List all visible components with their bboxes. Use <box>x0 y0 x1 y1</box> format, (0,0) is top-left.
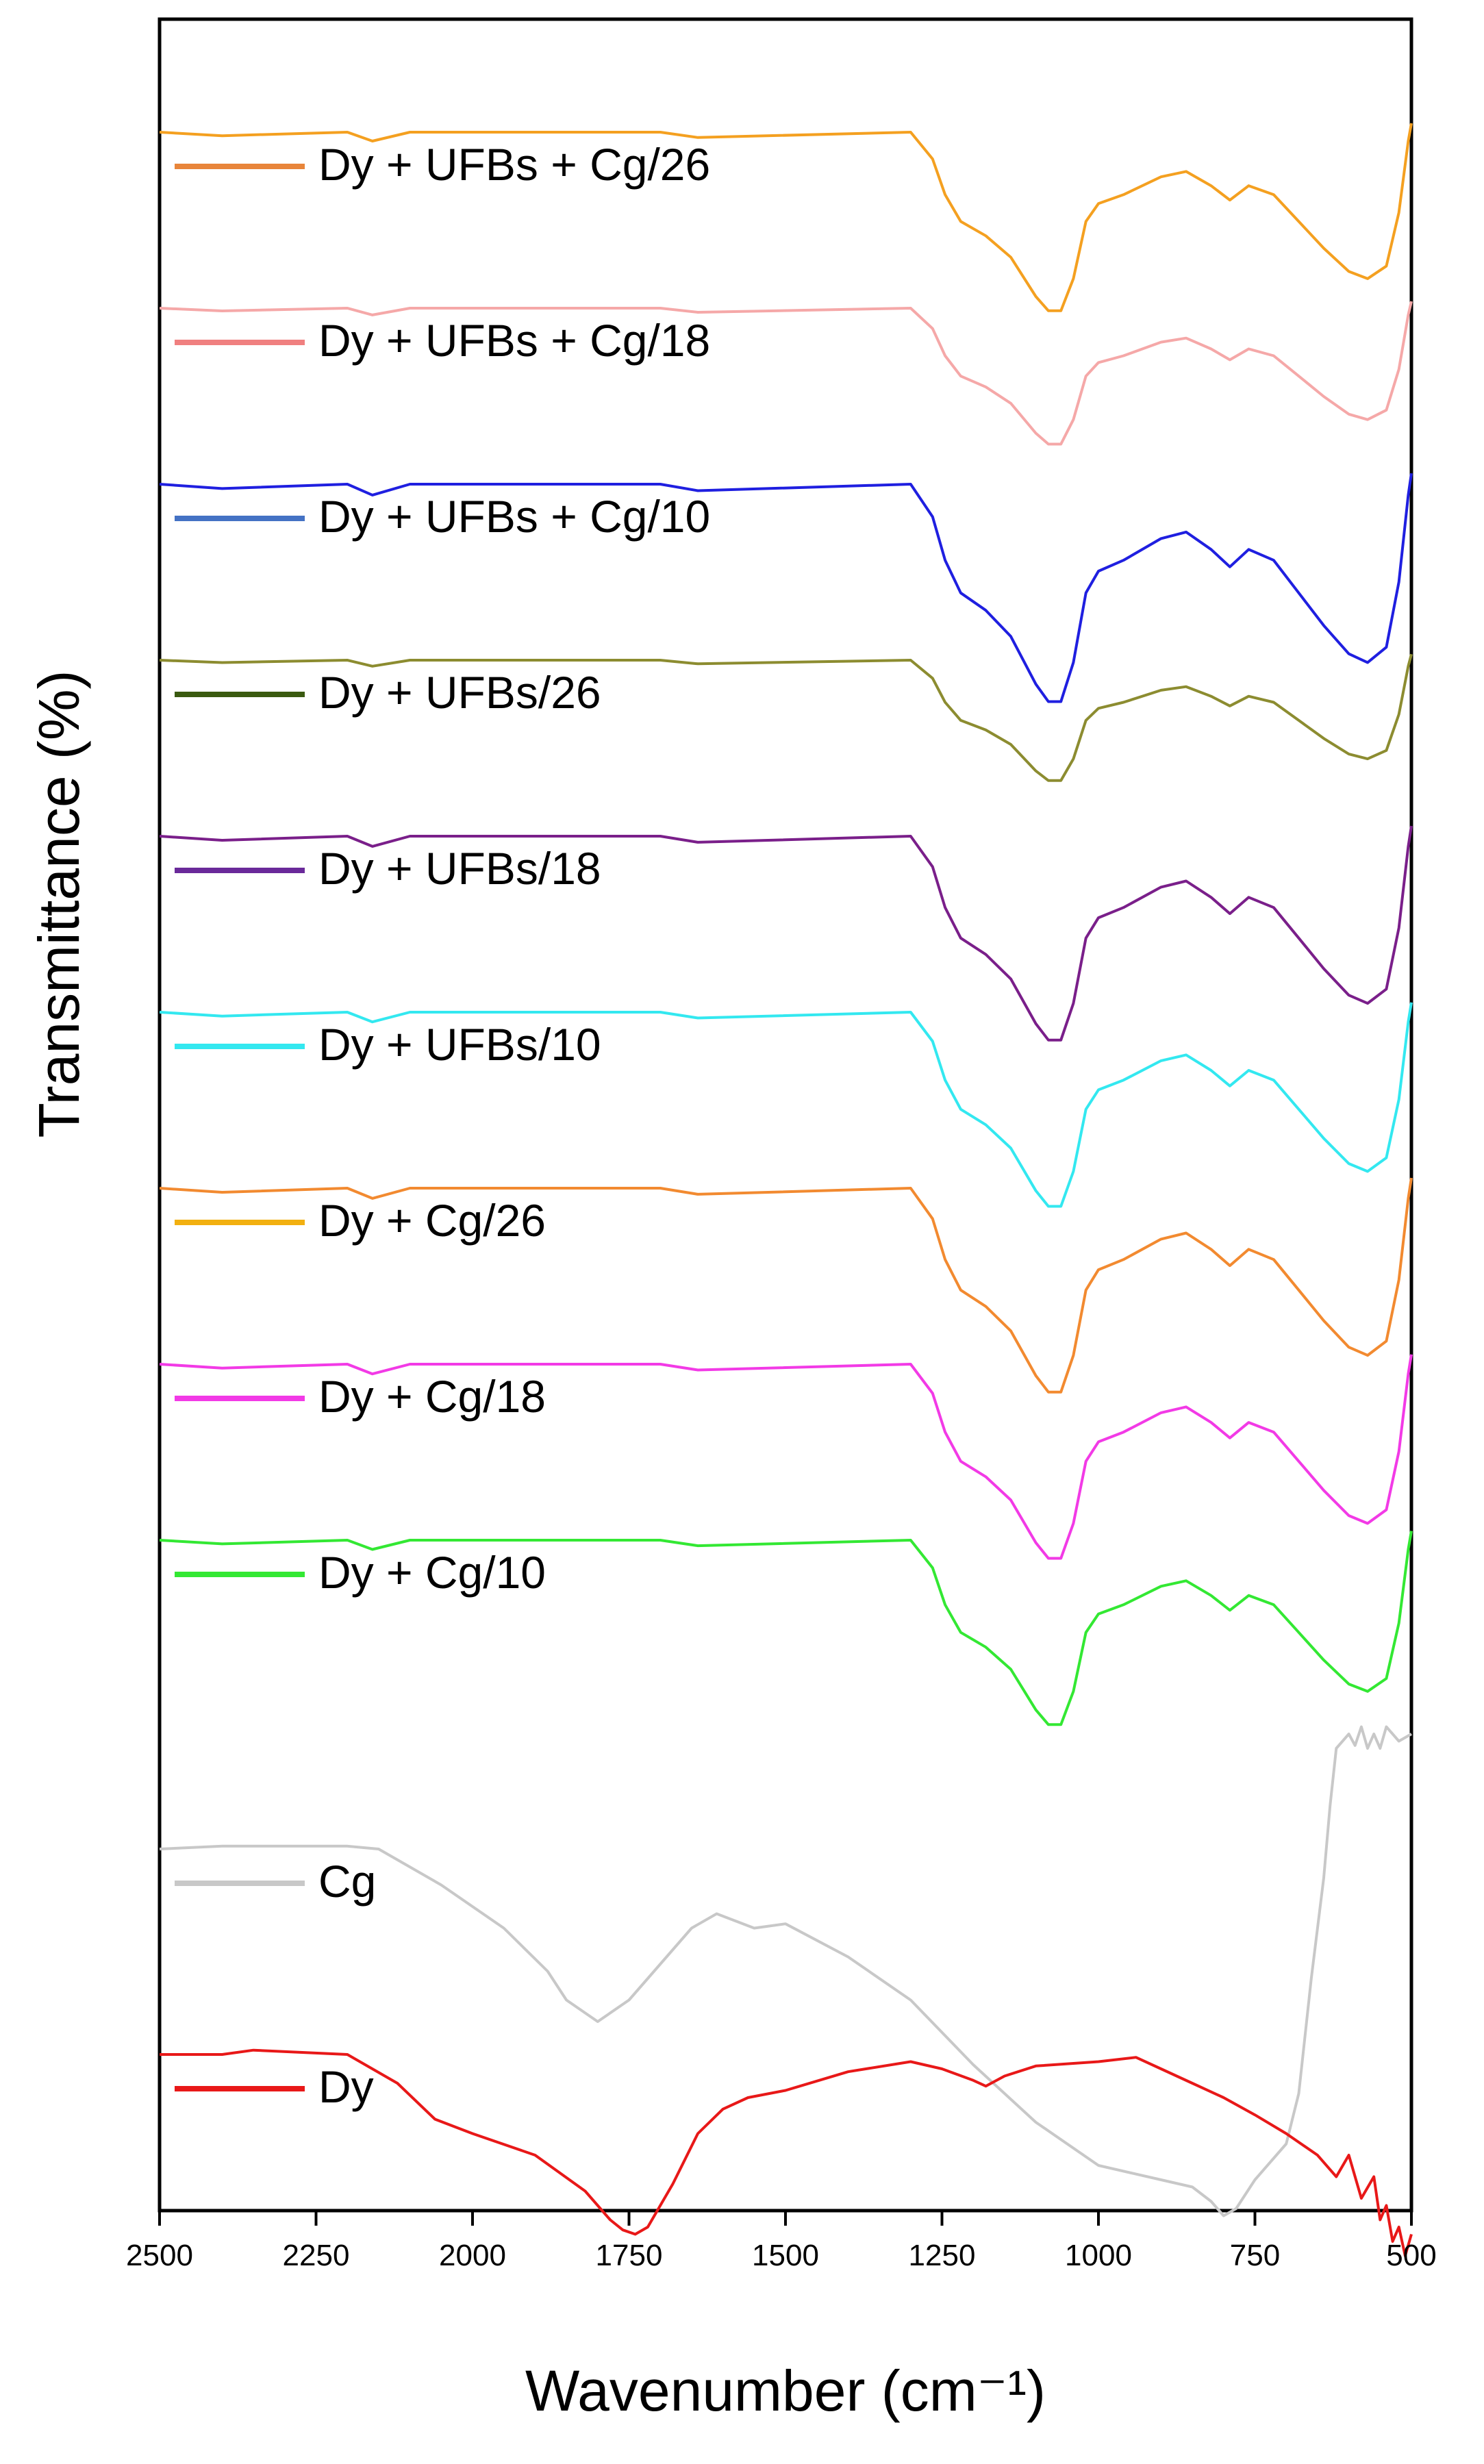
x-tick-label: 750 <box>1230 2239 1280 2272</box>
legend-label: Dy + Cg/26 <box>318 1195 546 1246</box>
x-tick-label: 2500 <box>126 2239 193 2272</box>
legend-label: Cg <box>318 1856 376 1907</box>
x-tick-label: 500 <box>1386 2239 1436 2272</box>
legend-label: Dy + Cg/10 <box>318 1547 546 1598</box>
series-line <box>159 301 1413 446</box>
x-tick-label: 1250 <box>909 2239 976 2272</box>
x-tick-label: 2000 <box>439 2239 506 2272</box>
x-tick-label: 1500 <box>752 2239 819 2272</box>
legend-label: Dy <box>318 2061 374 2112</box>
series-line <box>159 1177 1413 1394</box>
legend-label: Dy + UFBs + Cg/26 <box>318 139 710 190</box>
x-tick-label: 2250 <box>283 2239 350 2272</box>
legend-label: Dy + Cg/18 <box>318 1371 546 1422</box>
x-tick-label: 1000 <box>1065 2239 1132 2272</box>
series-line <box>159 473 1413 703</box>
series-line <box>159 1725 1412 2217</box>
legend-label: Dy + UFBs/18 <box>318 843 601 894</box>
x-axis-ticks: 2500 2250 2000 1750 1500 1250 1000 750 500 <box>126 2211 1437 2272</box>
x-tick-label: 1750 <box>596 2239 663 2272</box>
series-line <box>159 123 1413 312</box>
legend-label: Dy + UFBs/26 <box>318 667 601 718</box>
series-line <box>159 653 1413 782</box>
legend: Dy + UFBs + Cg/26 Dy + UFBs + Cg/18 Dy + U… <box>175 139 710 2112</box>
series-line <box>159 1531 1413 1726</box>
series-line <box>159 825 1413 1042</box>
series-line <box>159 1354 1413 1560</box>
series-line <box>159 1002 1413 1208</box>
y-axis-title: Transmittance (%) <box>27 670 91 1137</box>
legend-label: Dy + UFBs + Cg/18 <box>318 315 710 366</box>
series-layer <box>159 123 1413 2257</box>
legend-label: Dy + UFBs/10 <box>318 1019 601 1070</box>
x-axis-title: Wavenumber (cm⁻¹) <box>525 2359 1046 2423</box>
legend-label: Dy + UFBs + Cg/10 <box>318 491 710 542</box>
series-line <box>160 2048 1413 2257</box>
